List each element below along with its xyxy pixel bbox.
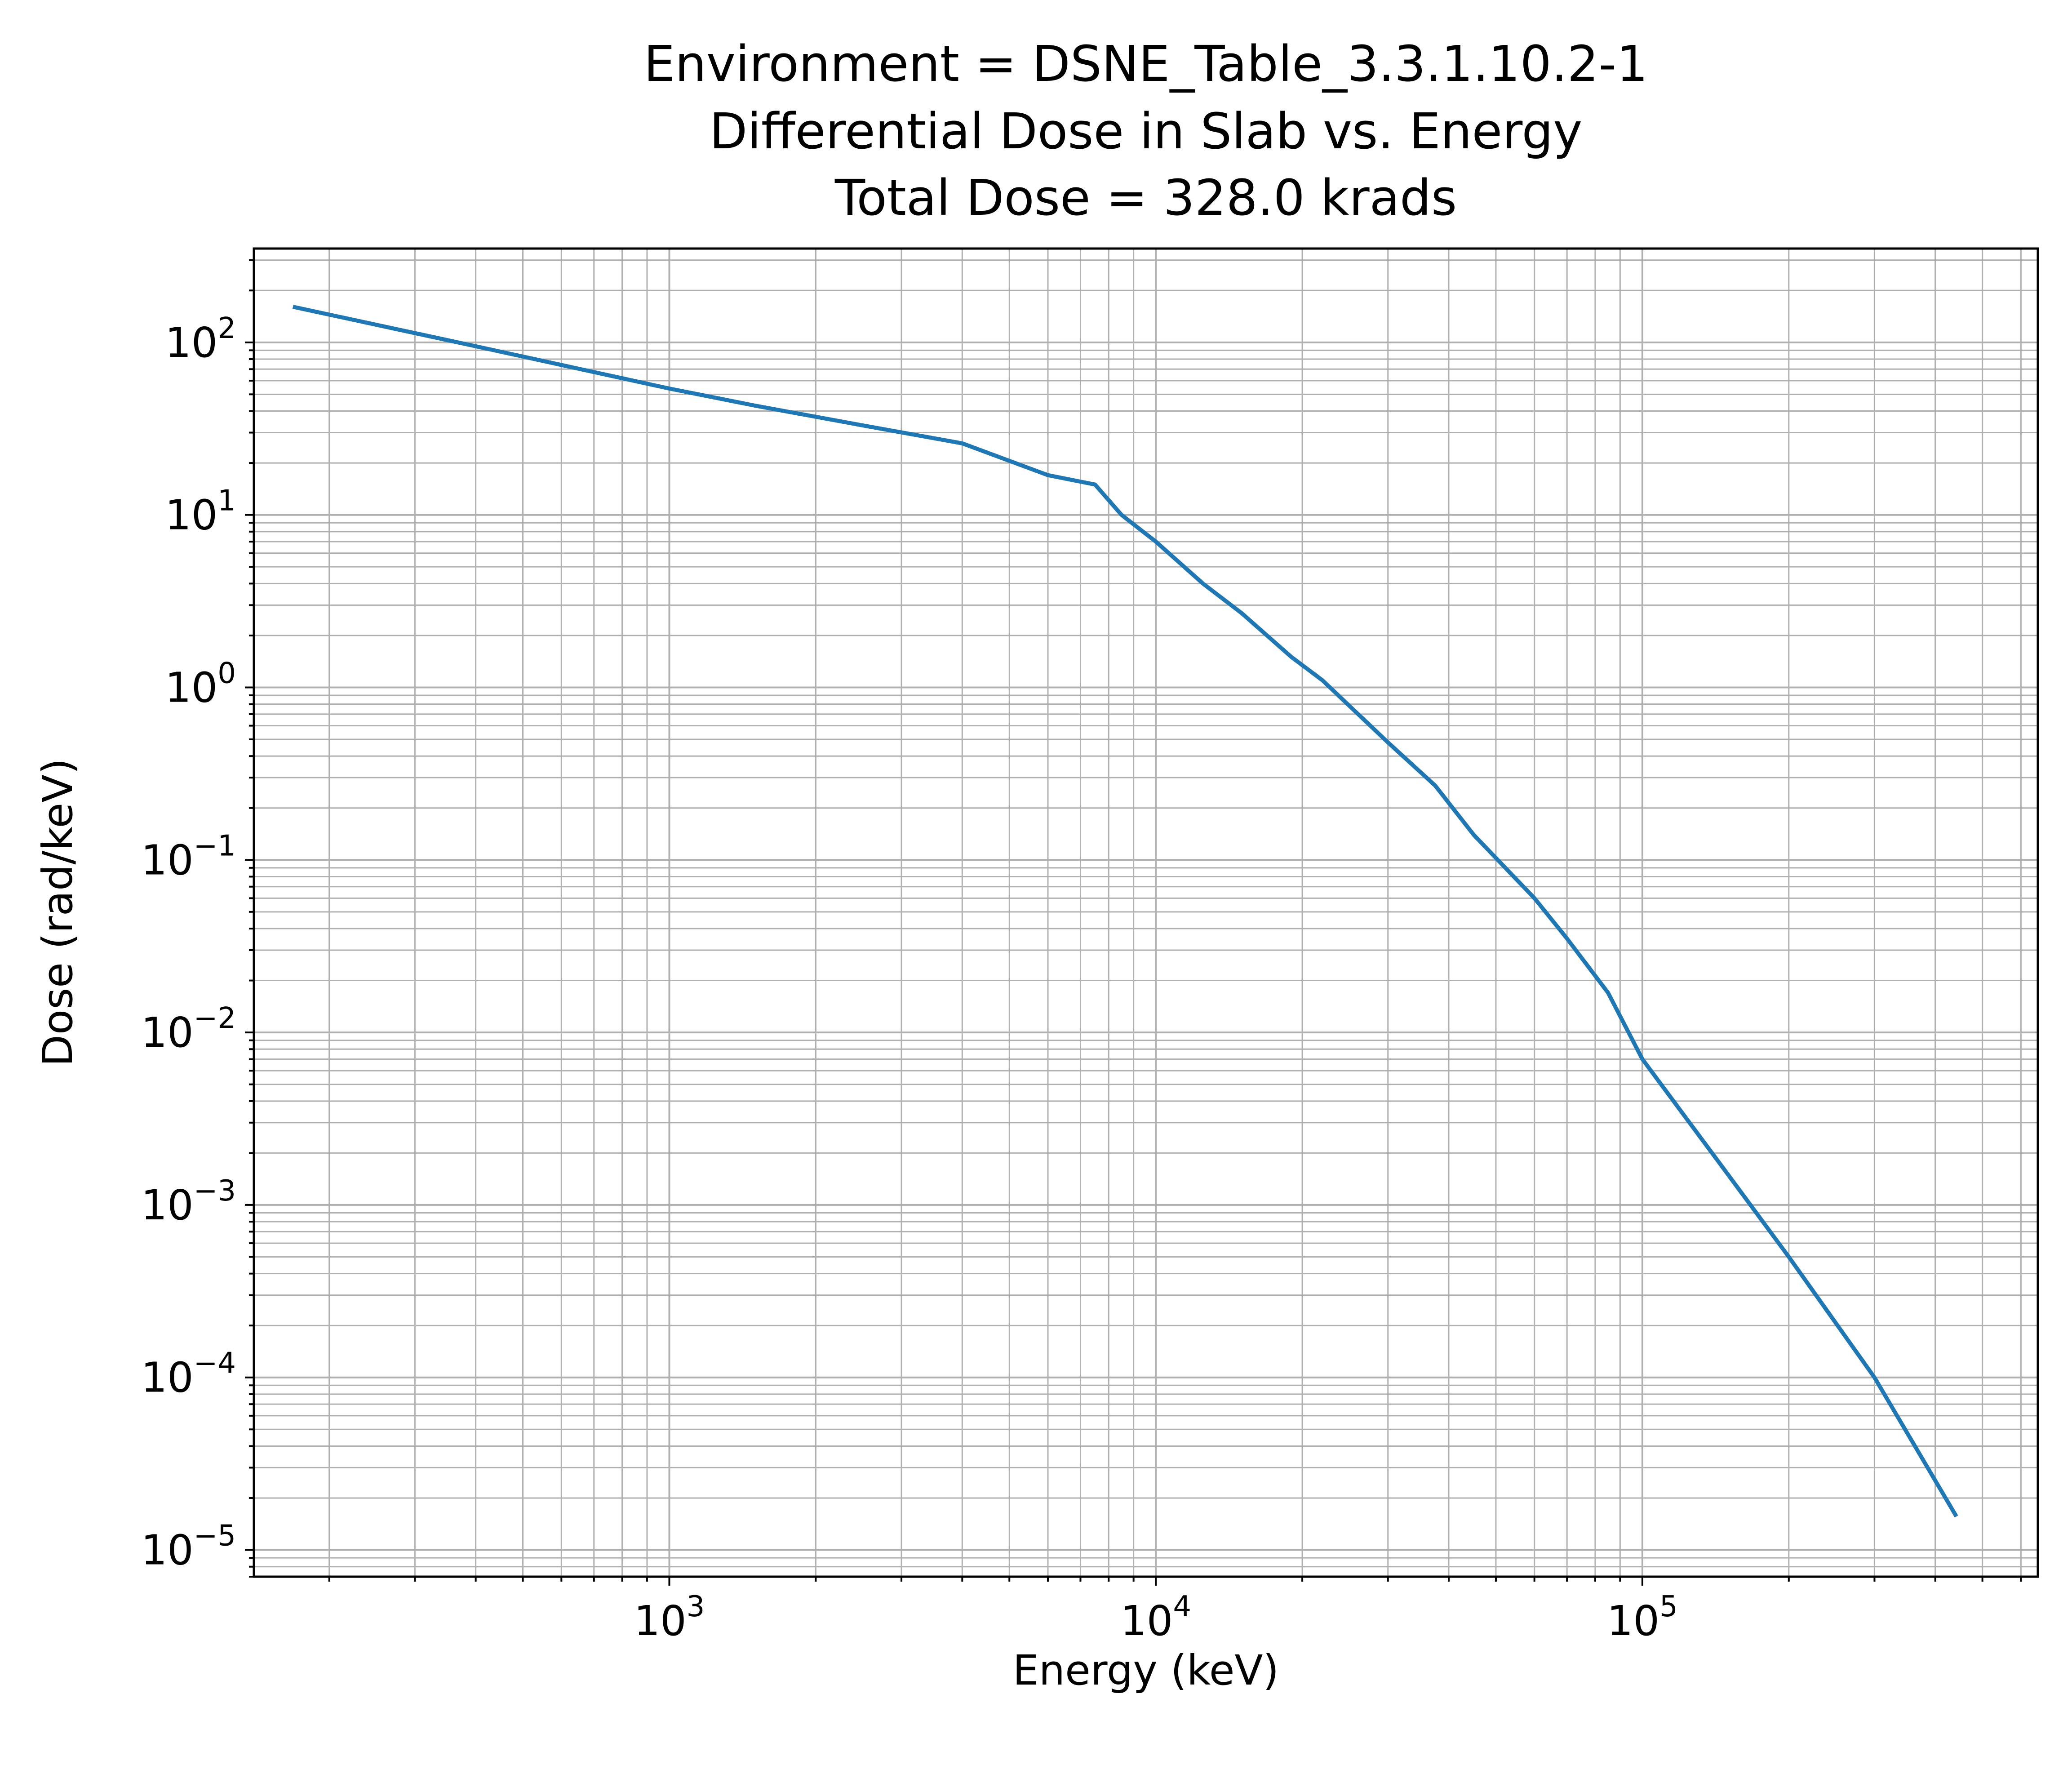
y-tick-label: 10−5 [141, 1520, 236, 1574]
y-tick-label: 10−2 [141, 1002, 236, 1057]
series-line-1 [292, 305, 1958, 1518]
x-tick-label: 103 [634, 1590, 705, 1645]
chart-title: Environment = DSNE_Table_3.3.1.10.2-1 Di… [644, 35, 1648, 227]
y-tick-label: 102 [165, 312, 236, 367]
chart-title-line-2: Differential Dose in Slab vs. Energy [710, 102, 1583, 160]
plot-area-frame [253, 247, 2039, 1578]
chart-title-line-1: Environment = DSNE_Table_3.3.1.10.2-1 [644, 35, 1648, 93]
y-tick-label: 10−1 [141, 829, 236, 884]
x-axis-label: Energy (keV) [1013, 1646, 1279, 1694]
x-tick-label: 105 [1607, 1590, 1678, 1645]
y-tick-label: 101 [165, 485, 236, 539]
y-tick-label: 10−3 [141, 1174, 236, 1229]
x-tick-label: 104 [1120, 1590, 1191, 1645]
y-axis-label: Dose (rad/keV) [34, 758, 82, 1067]
y-tick-label: 10−4 [141, 1347, 236, 1402]
y-tick-label: 100 [165, 657, 236, 711]
grid [254, 249, 2038, 1578]
chart-title-line-3: Total Dose = 328.0 krads [834, 169, 1457, 227]
series-layer [292, 305, 1958, 1518]
axis-ticks: 103 104 105 10−5 10−4 10−3 10−2 10−1 100 101 102 [141, 259, 2022, 1645]
